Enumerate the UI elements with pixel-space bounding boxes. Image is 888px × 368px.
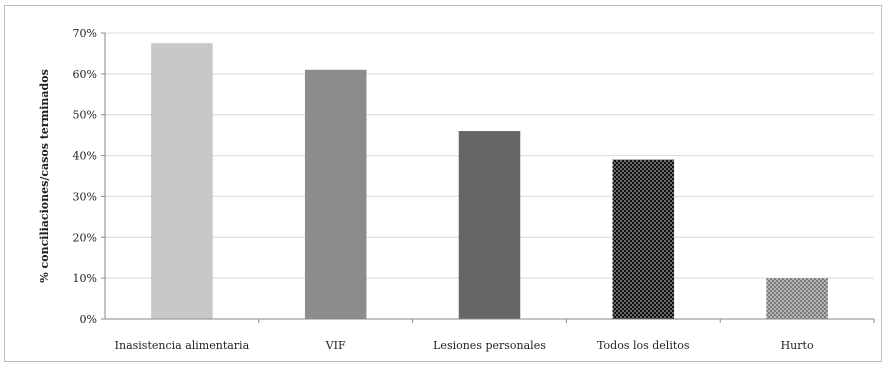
y-tick-label: 50% xyxy=(73,109,97,122)
bar-lesiones-personales xyxy=(458,131,521,319)
bar-hurto xyxy=(766,278,828,319)
y-axis-title: % conciliaciones/casos terminados xyxy=(38,69,51,283)
bars xyxy=(151,43,828,320)
y-tick-label: 40% xyxy=(73,150,97,163)
y-tick-label: 30% xyxy=(73,190,97,203)
y-tick-label: 0% xyxy=(80,313,97,326)
x-category-label: Hurto xyxy=(781,339,814,352)
y-tick-label: 10% xyxy=(73,272,97,285)
bar-inasistencia-alimentaria xyxy=(151,43,213,319)
x-category-label: VIF xyxy=(325,339,346,352)
y-tick-label: 70% xyxy=(73,27,97,40)
y-tick-label: 20% xyxy=(73,231,97,244)
bar-todos-los-delitos xyxy=(612,159,675,319)
labels: 0% 10% 20% 30% 40% 50% 60% 70% Inasistencia alim… xyxy=(73,27,814,352)
x-category-label: Lesiones personales xyxy=(433,339,546,352)
x-category-label: Inasistencia alimentaria xyxy=(115,339,250,352)
axes xyxy=(101,32,875,323)
y-tick-label: 60% xyxy=(73,68,97,81)
chart-frame xyxy=(4,5,882,362)
x-category-label: Todos los delitos xyxy=(597,339,690,352)
gridlines xyxy=(105,32,874,279)
bar-vif xyxy=(304,69,367,320)
